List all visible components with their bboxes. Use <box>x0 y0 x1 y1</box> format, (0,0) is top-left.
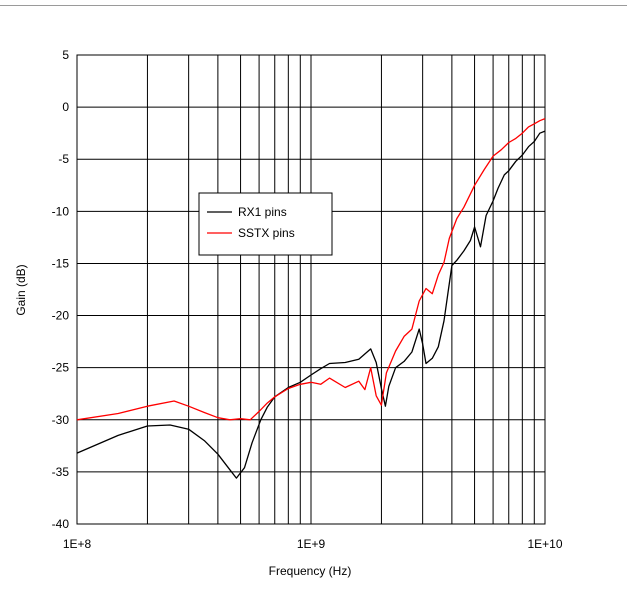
y-tick-label: -30 <box>52 413 70 427</box>
top-divider <box>0 5 627 6</box>
x-axis-title: Frequency (Hz) <box>269 564 352 578</box>
y-tick-label: -10 <box>52 204 70 218</box>
x-tick-label: 1E+8 <box>63 537 92 551</box>
series-line-rx1 <box>76 130 546 479</box>
legend-label-rx1: RX1 pins <box>238 205 287 219</box>
y-tick-label: 5 <box>62 48 69 62</box>
y-tick-label: -15 <box>52 256 70 270</box>
series-line-sstx <box>76 117 546 421</box>
plot-frame <box>76 54 546 525</box>
legend-label-sstx: SSTX pins <box>238 226 295 240</box>
y-tick-label: 0 <box>62 100 69 114</box>
legend: RX1 pins SSTX pins <box>198 192 333 256</box>
x-tick-labels: 1E+8 1E+9 1E+10 <box>63 537 563 551</box>
series-lines <box>76 117 546 479</box>
y-tick-label: -35 <box>52 465 70 479</box>
x-tick-label: 1E+10 <box>527 537 562 551</box>
y-axis-title: Gain (dB) <box>14 264 28 315</box>
legend-box <box>198 192 333 256</box>
y-tick-label: -20 <box>52 309 70 323</box>
grid <box>77 55 545 524</box>
x-tick-label: 1E+9 <box>297 537 326 551</box>
y-tick-label: -5 <box>58 152 69 166</box>
y-tick-label: -25 <box>52 361 70 375</box>
y-tick-labels: 5 0 -5 -10 -15 -20 -25 -30 -35 -40 <box>52 48 70 531</box>
y-tick-label: -40 <box>52 517 70 531</box>
